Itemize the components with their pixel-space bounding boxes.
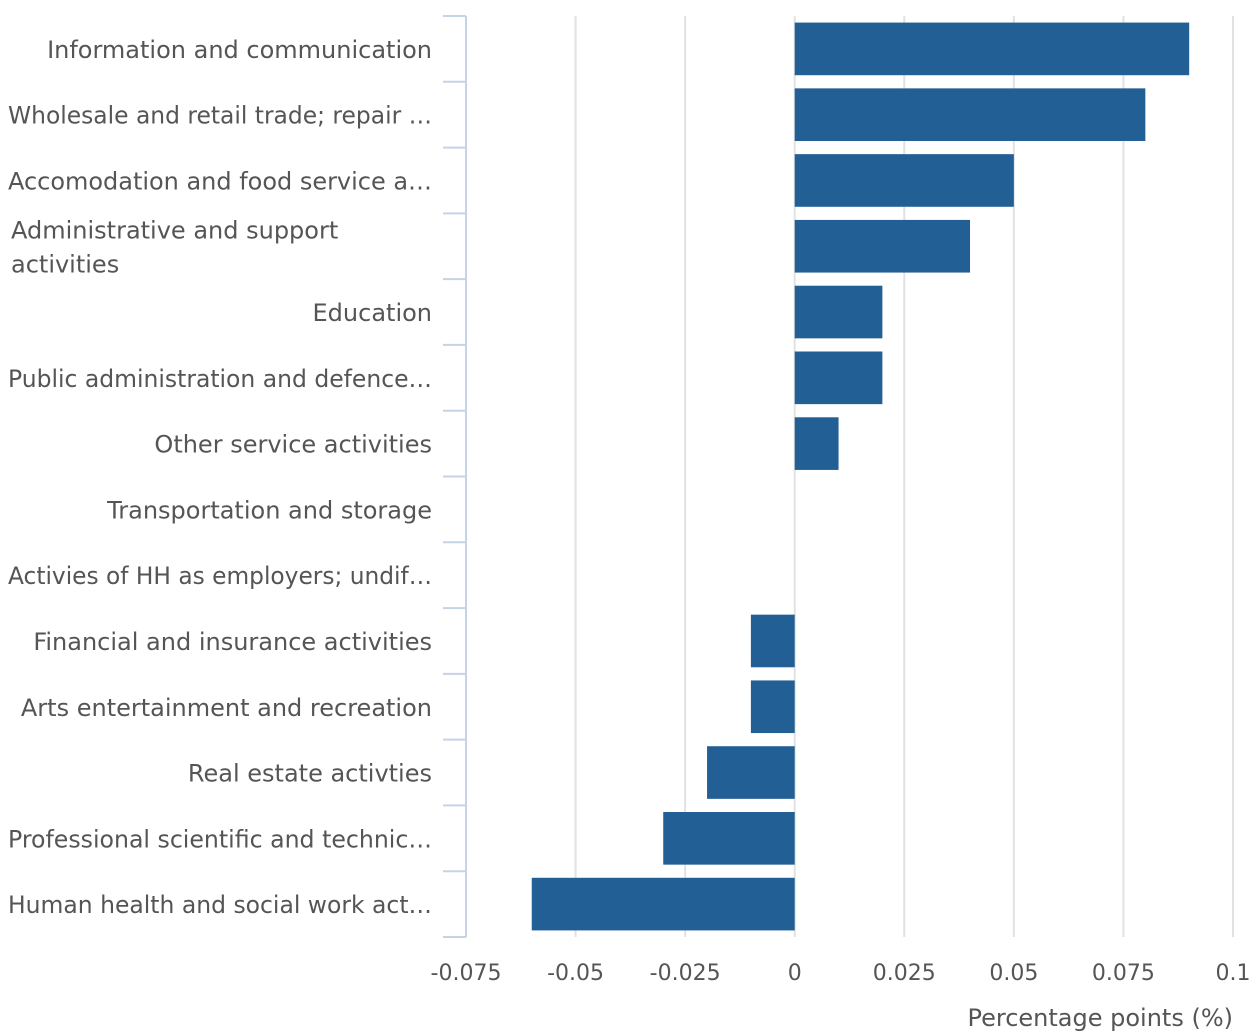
bars: [531, 22, 1190, 931]
x-tick-label: -0.05: [547, 961, 604, 986]
x-tick-label: 0.1: [1216, 961, 1250, 986]
category-label: Information and communication: [47, 36, 432, 64]
category-label: Arts entertainment and recreation: [21, 694, 432, 722]
bar: [794, 154, 1014, 207]
x-tick-label: 0.025: [873, 961, 936, 986]
bar: [531, 877, 795, 931]
category-label: Professional scientific and technic…: [8, 825, 432, 853]
category-label: Real estate activties: [188, 760, 432, 788]
category-label: activities: [11, 250, 119, 278]
x-tick-label: 0.05: [989, 961, 1038, 986]
bar: [794, 285, 883, 339]
category-axis: [443, 15, 467, 938]
bar: [750, 614, 795, 668]
category-label: Other service activities: [154, 431, 432, 459]
bar: [794, 417, 839, 470]
bar: [794, 351, 883, 405]
category-label: Human health and social work act…: [8, 891, 432, 919]
x-tick-label: 0.075: [1092, 961, 1155, 986]
x-tick-label: 0: [788, 961, 802, 986]
bar: [663, 812, 795, 865]
x-tick-label: -0.025: [650, 961, 721, 986]
category-labels: Information and communication Wholesale a…: [8, 36, 432, 919]
bar: [794, 219, 971, 273]
x-tick-label: -0.075: [431, 961, 502, 986]
category-label: Public administration and defence…: [8, 365, 432, 393]
category-label: Transportation and storage: [106, 496, 432, 524]
bar: [794, 22, 1190, 76]
category-label: Activies of HH as employers; undif…: [8, 562, 432, 590]
x-axis-title: Percentage points (%): [967, 1004, 1233, 1032]
x-tick-labels: -0.075 -0.05 -0.025 0 0.025 0.05 0.075 0.1: [431, 961, 1250, 986]
bar: [794, 88, 1146, 141]
category-label: Administrative and support: [11, 216, 338, 244]
bar: [750, 680, 795, 734]
category-label: Financial and insurance activities: [33, 628, 432, 656]
category-label: Education: [313, 299, 432, 327]
category-label: Accomodation and food service a…: [8, 167, 432, 195]
category-label: Wholesale and retail trade; repair …: [8, 102, 432, 130]
bar: [707, 746, 795, 799]
